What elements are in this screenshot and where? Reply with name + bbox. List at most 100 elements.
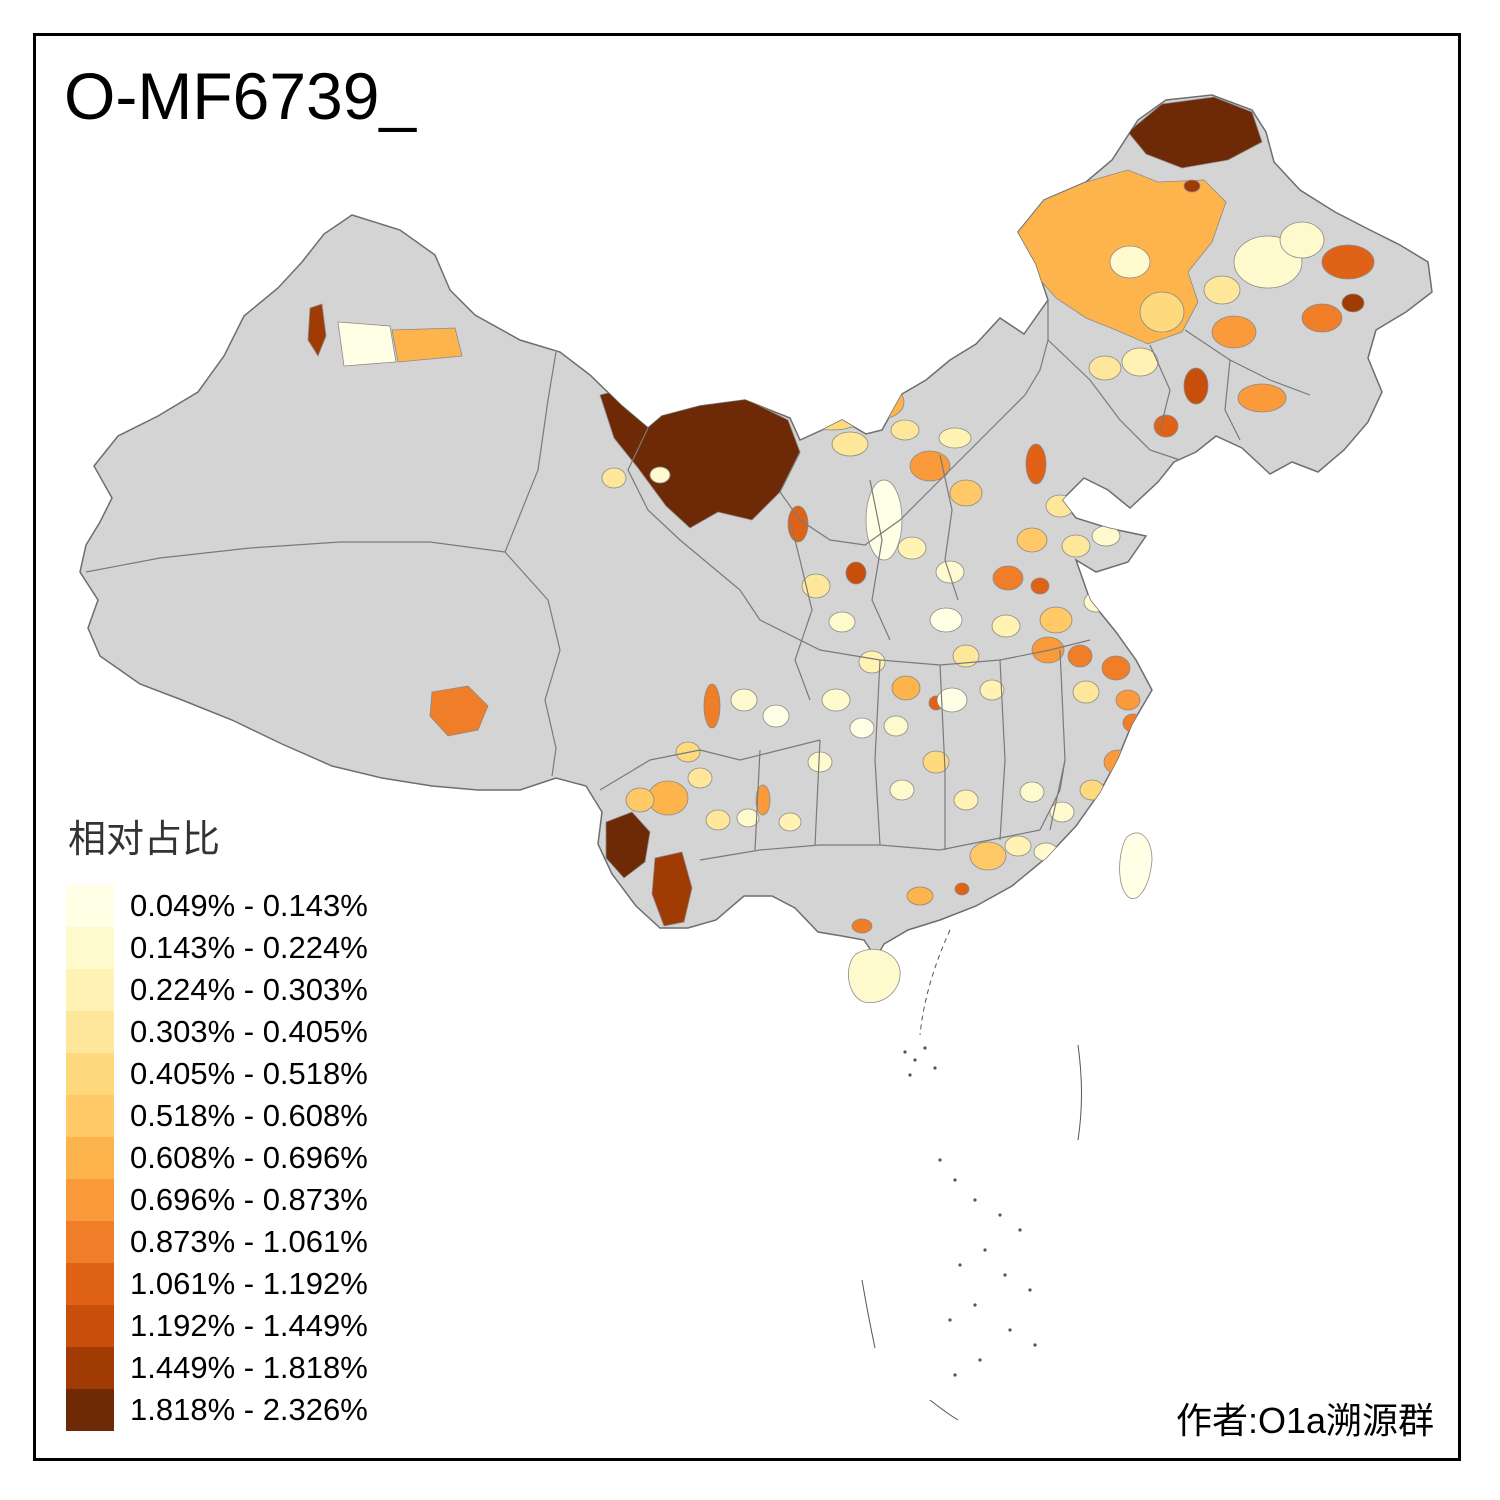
legend-label: 0.518% - 0.608% [130,1098,368,1133]
map-region [651,851,693,927]
map-region [605,811,651,879]
map-region [863,385,905,419]
legend-swatch [66,1095,114,1137]
map-region [929,607,963,633]
map-region [1211,315,1257,349]
legend-swatch [66,1305,114,1347]
map-region [1153,414,1179,438]
map-region [1103,749,1133,775]
legend-item: 1.818% - 2.326% [66,1389,368,1431]
map-region [1025,443,1047,485]
map-region [1321,244,1375,280]
legend-label: 0.608% - 0.696% [130,1140,368,1175]
map-region [736,808,760,828]
map-region [922,750,950,774]
map-region [391,327,463,363]
map-region [1183,179,1201,193]
legend-item: 1.192% - 1.449% [66,1305,368,1347]
legend-item: 0.518% - 0.608% [66,1095,368,1137]
map-region [1139,291,1185,333]
map-region [1341,293,1365,313]
map-region [1127,96,1263,169]
map-region [1101,655,1131,681]
legend-swatch [66,1263,114,1305]
legend-title: 相对占比 [68,819,221,861]
legend-items: 0.049% - 0.143% 0.143% - 0.224% 0.224% - 0… [66,885,368,1431]
map-region [1049,801,1075,823]
map-region [703,683,721,729]
legend-swatch [66,1137,114,1179]
map-region [991,614,1021,638]
map-region [1016,527,1048,553]
legend-label: 0.303% - 0.405% [130,1014,368,1049]
legend-item: 0.303% - 0.405% [66,1011,368,1053]
map-region [865,479,903,561]
legend-label: 0.049% - 0.143% [130,888,368,923]
map-region [906,886,934,906]
legend-label: 1.192% - 1.449% [130,1308,368,1343]
map-region [849,717,875,739]
legend-item: 0.873% - 1.061% [66,1221,368,1263]
map-region [1301,303,1343,333]
map-region [1109,245,1151,279]
map-region [1061,534,1091,558]
map-region [307,303,327,357]
map-region [952,644,980,668]
map-region [601,467,627,489]
legend-label: 0.224% - 0.303% [130,972,368,1007]
map-region [687,767,713,789]
legend-item: 0.049% - 0.143% [66,885,368,927]
map-region [807,751,833,773]
legend-swatch [66,1347,114,1389]
hainan-island [848,948,901,1004]
map-region [954,882,970,896]
legend-item: 0.405% - 0.518% [66,1053,368,1095]
legend-label: 0.873% - 1.061% [130,1224,368,1259]
map-region [992,565,1024,591]
map-region [429,685,489,737]
map-region [730,688,758,712]
legend-label: 0.405% - 0.518% [130,1056,368,1091]
legend-label: 0.143% - 0.224% [130,930,368,965]
legend-swatch [66,1221,114,1263]
map-region [1074,826,1098,846]
legend-item: 0.224% - 0.303% [66,969,368,1011]
map-region [1088,355,1122,381]
legend-item: 0.143% - 0.224% [66,927,368,969]
map-region [953,789,979,811]
map-region [1279,221,1325,259]
legend-item: 1.449% - 1.818% [66,1347,368,1389]
legend-swatch [66,1053,114,1095]
map-region [778,812,802,832]
map-region [936,687,968,713]
map-region [1237,383,1287,413]
legend-item: 0.608% - 0.696% [66,1137,368,1179]
map-region [337,321,397,367]
map-region [755,784,771,816]
legend-swatch [66,969,114,1011]
map-region [890,419,920,441]
map-region [1030,577,1050,595]
legend-swatch [66,1011,114,1053]
map-region [969,841,1007,871]
map-region [1203,275,1241,305]
map-region [1045,494,1075,518]
map-region [1004,835,1032,857]
province-borders [85,300,1311,861]
legend-swatch [66,885,114,927]
south-china-sea-islands [861,929,1082,1421]
map-region [801,573,831,599]
map-region [938,427,972,449]
legend-item: 1.061% - 1.192% [66,1263,368,1305]
map-region [1072,680,1100,704]
map-region [762,704,790,728]
legend: 相对占比 0.049% - 0.143% 0.143% - 0.224% 0.224… [66,808,368,1431]
map-region [821,688,851,712]
map-region [883,715,909,737]
map-region [935,560,965,584]
map-region [1183,367,1209,405]
legend-label: 1.061% - 1.192% [130,1266,368,1301]
map-region [828,611,856,633]
map-region [897,536,927,560]
